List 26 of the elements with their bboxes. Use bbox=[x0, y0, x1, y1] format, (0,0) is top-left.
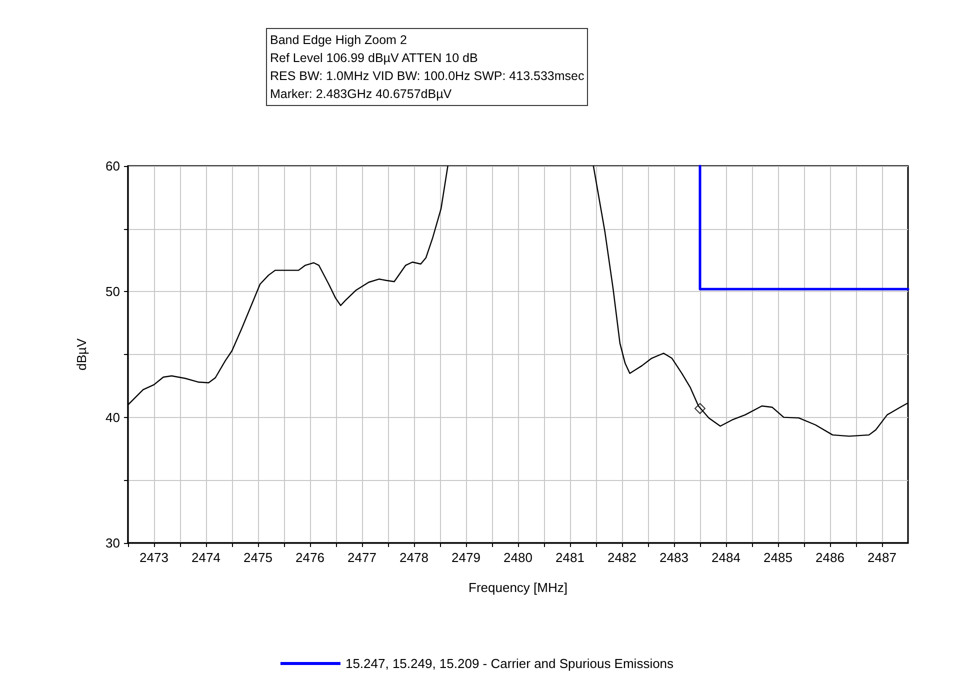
x-axis-title: Frequency [MHz] bbox=[468, 580, 568, 595]
y-tick-label: 50 bbox=[106, 284, 120, 300]
x-tick-label: 2480 bbox=[504, 550, 532, 565]
x-tick-label: 2473 bbox=[140, 550, 168, 565]
x-tick-label: 2476 bbox=[296, 550, 324, 565]
legend-label: 15.247, 15.249, 15.209 - Carrier and Spurious Emissions bbox=[345, 656, 674, 671]
x-tick-label: 2475 bbox=[244, 550, 272, 565]
y-axis-title: dBµV bbox=[74, 338, 89, 371]
text: Marker: 2.483GHz 40.6757dBµV bbox=[270, 86, 453, 103]
y-tick-label: 30 bbox=[106, 536, 120, 550]
x-tick-label: 2484 bbox=[712, 550, 740, 565]
y-tick-label: 40 bbox=[106, 410, 120, 425]
x-tick-label: 2482 bbox=[608, 550, 636, 565]
x-tick-label: 2486 bbox=[816, 550, 844, 565]
x-tick-label: 2478 bbox=[400, 550, 428, 565]
x-tick-label: 2474 bbox=[192, 550, 220, 565]
x-tick-label: 2483 bbox=[660, 550, 688, 565]
x-tick-label: 2485 bbox=[764, 550, 792, 565]
x-tick-label: 2481 bbox=[556, 550, 584, 565]
text: RES BW: 1.0MHz VID BW: 100.0Hz SWP: 413.533msec bbox=[270, 68, 584, 85]
x-tick-label: 2487 bbox=[868, 550, 896, 565]
x-tick-label: 2479 bbox=[452, 550, 480, 565]
y-tick-label: 60 bbox=[106, 158, 120, 174]
chart-title: Band Edge High Zoom 2 bbox=[270, 32, 408, 49]
x-tick-label: 2477 bbox=[348, 550, 376, 565]
text: Ref Level 106.99 dBµV ATTEN 10 dB bbox=[270, 50, 479, 67]
